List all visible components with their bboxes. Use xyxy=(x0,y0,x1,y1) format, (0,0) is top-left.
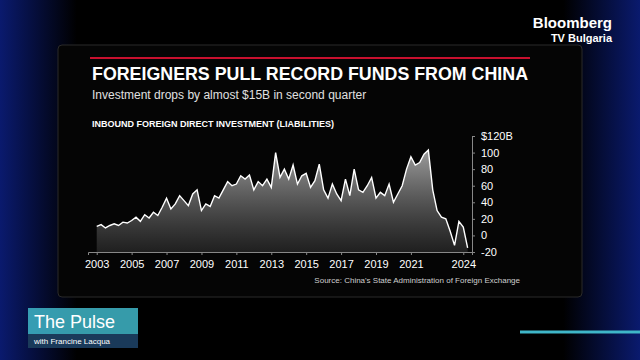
x-tick-mark xyxy=(236,252,237,255)
x-axis: 2003 2005 2007 2009 2011 2013 2015 2017 2019 2021… xyxy=(85,252,476,270)
x-tick-mark xyxy=(411,252,412,255)
x-tick: 2009 xyxy=(190,252,214,270)
x-tick-mark xyxy=(271,252,272,255)
plot-area xyxy=(97,150,468,252)
host: with Francine Lacqua xyxy=(33,337,111,346)
x-tick-mark xyxy=(341,252,342,255)
x-tick-label: 2009 xyxy=(190,258,214,270)
area-fill xyxy=(97,150,468,252)
y-tick: -20 xyxy=(472,246,497,258)
canvas: BloombergTV Bulgaria The Pulse with Franci… xyxy=(0,0,640,360)
x-tick-label: 2007 xyxy=(155,258,179,270)
x-tick: 2003 xyxy=(85,252,109,270)
channel: TV Bulgaria xyxy=(551,32,613,44)
x-tick-label: 2003 xyxy=(85,258,109,270)
y-tick-mark xyxy=(472,219,475,220)
y-tick-mark xyxy=(472,136,475,137)
x-tick-label: 2005 xyxy=(120,258,144,270)
y-tick: 100 xyxy=(472,147,499,159)
x-tick: 2019 xyxy=(364,252,388,270)
y-tick-label: 20 xyxy=(481,213,493,225)
logo: Bloomberg xyxy=(533,14,612,31)
show-box xyxy=(28,308,138,334)
x-tick-mark xyxy=(306,252,307,255)
x-tick-mark xyxy=(167,252,168,255)
x-tick: 2021 xyxy=(399,252,423,270)
y-axis: $120B 100 80 60 40 20 0 -20 xyxy=(472,130,513,258)
y-tick-label: 60 xyxy=(481,180,493,192)
x-tick-mark xyxy=(97,252,98,255)
x-tick-label: 2017 xyxy=(329,258,353,270)
accent-line xyxy=(520,331,640,334)
line xyxy=(97,150,468,248)
x-tick: 2017 xyxy=(329,252,353,270)
title: FOREIGNERS PULL RECORD FUNDS FROM CHINA xyxy=(92,64,528,84)
y-tick-label: 100 xyxy=(481,147,499,159)
x-tick-label: 2019 xyxy=(364,258,388,270)
y-tick-mark xyxy=(472,186,475,187)
x-tick-mark xyxy=(463,252,464,255)
title-rule xyxy=(90,57,530,59)
y-tick: 20 xyxy=(472,213,493,225)
x-tick-mark xyxy=(201,252,202,255)
y-tick: $120B xyxy=(472,130,513,142)
background xyxy=(0,0,640,360)
x-tick-label: 2015 xyxy=(294,258,318,270)
host-box xyxy=(28,334,138,348)
x-tick-mark xyxy=(376,252,377,255)
y-tick: 0 xyxy=(472,229,487,241)
subtitle: Investment drops by almost $15B in secon… xyxy=(92,88,366,102)
y-tick-mark xyxy=(472,202,475,203)
x-tick: 2005 xyxy=(120,252,144,270)
y-tick-label: -20 xyxy=(481,246,497,258)
x-tick: 2011 xyxy=(225,252,249,270)
y-tick-label: 0 xyxy=(481,229,487,241)
y-tick-mark xyxy=(472,235,475,236)
screen-panel xyxy=(58,45,582,297)
y-tick-mark xyxy=(472,153,475,154)
x-tick-mark xyxy=(132,252,133,255)
x-tick-label: 2024 xyxy=(452,258,476,270)
x-tick: 2024 xyxy=(452,252,476,270)
y-tick: 40 xyxy=(472,196,493,208)
y-tick-mark xyxy=(472,169,475,170)
x-tick: 2015 xyxy=(294,252,318,270)
x-tick: 2013 xyxy=(260,252,284,270)
y-tick-label: 40 xyxy=(481,196,493,208)
show-title: The Pulse xyxy=(34,312,115,332)
source: Source: China's State Administration of … xyxy=(314,276,520,285)
x-tick: 2007 xyxy=(155,252,179,270)
x-tick-label: 2013 xyxy=(260,258,284,270)
x-tick-label: 2011 xyxy=(225,258,249,270)
y-axis-line xyxy=(473,137,476,253)
y-tick: 80 xyxy=(472,163,493,175)
y-tick-label: $120B xyxy=(481,130,513,142)
y-tick-label: 80 xyxy=(481,163,493,175)
y-tick: 60 xyxy=(472,180,493,192)
axis-title: INBOUND FOREIGN DIRECT INVESTMENT (LIABI… xyxy=(92,119,334,129)
x-tick-label: 2021 xyxy=(399,258,423,270)
x-axis-line xyxy=(89,253,473,256)
